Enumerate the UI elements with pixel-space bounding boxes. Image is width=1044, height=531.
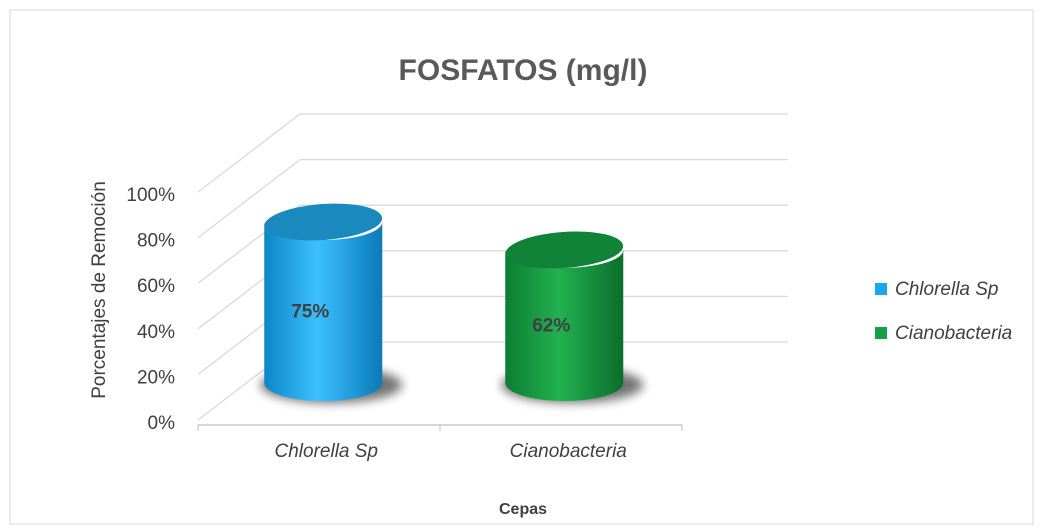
y-tick-label: 20% bbox=[137, 367, 175, 388]
grid-line bbox=[197, 204, 788, 284]
chart-title: FOSFATOS (mg/l) bbox=[399, 54, 648, 87]
x-axis-label: Cepas bbox=[499, 501, 547, 518]
grid-line bbox=[197, 158, 788, 239]
data-label: 75% bbox=[291, 302, 329, 323]
legend-label: Cianobacteria bbox=[895, 323, 1012, 344]
grid-line bbox=[197, 113, 788, 193]
x-tick-label: Chlorella Sp bbox=[275, 441, 379, 462]
legend-swatch bbox=[875, 327, 887, 339]
y-tick-label: 60% bbox=[137, 276, 175, 297]
x-tick-label: Cianobacteria bbox=[510, 441, 627, 462]
bar-top bbox=[264, 203, 383, 241]
bar bbox=[264, 222, 383, 401]
y-axis-label: Porcentajes de Remoción bbox=[89, 181, 110, 399]
bar bbox=[505, 249, 624, 401]
bar-top bbox=[505, 231, 624, 269]
y-tick-label: 40% bbox=[137, 322, 175, 343]
y-tick-label: 100% bbox=[126, 185, 175, 206]
legend-swatch bbox=[875, 283, 887, 295]
legend-label: Chlorella Sp bbox=[895, 279, 999, 300]
y-tick-label: 80% bbox=[137, 231, 175, 252]
y-tick-label: 0% bbox=[148, 413, 176, 434]
data-label: 62% bbox=[532, 315, 570, 336]
